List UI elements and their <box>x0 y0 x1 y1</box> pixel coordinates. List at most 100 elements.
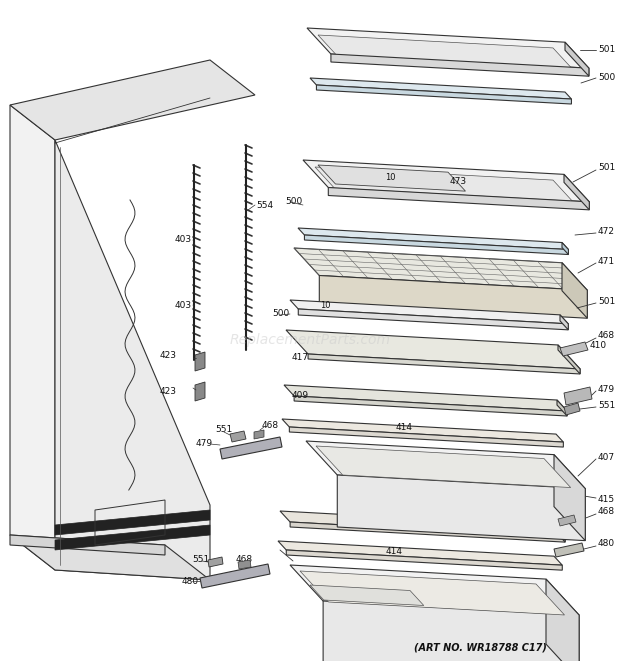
Polygon shape <box>564 387 592 405</box>
Polygon shape <box>280 511 565 537</box>
Polygon shape <box>284 385 567 411</box>
Text: 551: 551 <box>192 555 210 564</box>
Polygon shape <box>195 352 205 371</box>
Polygon shape <box>10 535 210 580</box>
Polygon shape <box>564 403 580 415</box>
Polygon shape <box>331 54 589 76</box>
Text: 501: 501 <box>598 163 615 173</box>
Polygon shape <box>306 441 585 488</box>
Text: 417: 417 <box>292 354 309 362</box>
Polygon shape <box>238 560 251 569</box>
Text: 415: 415 <box>598 496 615 504</box>
Text: 479: 479 <box>598 385 615 393</box>
Polygon shape <box>316 85 572 104</box>
Polygon shape <box>294 396 567 416</box>
Polygon shape <box>303 160 589 202</box>
Text: 410: 410 <box>590 340 607 350</box>
Polygon shape <box>304 235 569 254</box>
Text: ReplacementParts.com: ReplacementParts.com <box>229 333 391 347</box>
Polygon shape <box>286 550 562 570</box>
Text: 501: 501 <box>598 46 615 54</box>
Text: (ART NO. WR18788 C17): (ART NO. WR18788 C17) <box>414 643 546 653</box>
Text: 408: 408 <box>492 633 509 642</box>
Polygon shape <box>195 382 205 401</box>
Text: 403: 403 <box>175 301 192 309</box>
Text: 468: 468 <box>236 555 252 563</box>
Text: 551: 551 <box>215 424 232 434</box>
Polygon shape <box>555 526 565 542</box>
Polygon shape <box>200 564 270 588</box>
Polygon shape <box>254 430 264 439</box>
Polygon shape <box>286 330 580 369</box>
Text: 423: 423 <box>160 387 177 397</box>
Polygon shape <box>310 78 572 99</box>
Polygon shape <box>220 437 282 459</box>
Polygon shape <box>560 315 569 330</box>
Polygon shape <box>298 309 569 330</box>
Text: 409: 409 <box>292 391 309 399</box>
Polygon shape <box>558 515 576 526</box>
Text: 551: 551 <box>598 401 615 410</box>
Text: 411: 411 <box>340 631 357 639</box>
Polygon shape <box>319 276 587 318</box>
Text: 480: 480 <box>182 576 199 586</box>
Polygon shape <box>290 522 565 542</box>
Polygon shape <box>323 601 579 661</box>
Polygon shape <box>562 262 587 318</box>
Text: 10: 10 <box>320 301 330 309</box>
Polygon shape <box>562 243 569 254</box>
Polygon shape <box>55 510 210 535</box>
Text: 423: 423 <box>160 350 177 360</box>
Text: 414: 414 <box>396 422 413 432</box>
Polygon shape <box>308 354 580 374</box>
Polygon shape <box>290 565 579 615</box>
Polygon shape <box>10 105 55 570</box>
Polygon shape <box>560 342 588 356</box>
Text: 403: 403 <box>175 235 192 245</box>
Text: 501: 501 <box>598 297 615 305</box>
Polygon shape <box>290 300 569 324</box>
Polygon shape <box>278 541 562 565</box>
Text: 480: 480 <box>598 539 615 549</box>
Text: 473: 473 <box>450 178 467 186</box>
Polygon shape <box>329 188 589 210</box>
Polygon shape <box>10 60 255 140</box>
Polygon shape <box>315 167 572 201</box>
Text: 10: 10 <box>385 173 396 182</box>
Polygon shape <box>300 571 565 615</box>
Polygon shape <box>294 248 587 290</box>
Text: 468: 468 <box>262 420 279 430</box>
Text: 414: 414 <box>386 547 403 555</box>
Polygon shape <box>565 42 589 76</box>
Polygon shape <box>546 579 579 661</box>
Polygon shape <box>298 228 569 249</box>
Polygon shape <box>55 140 210 580</box>
Text: 500: 500 <box>285 198 303 206</box>
Polygon shape <box>337 475 585 541</box>
Polygon shape <box>307 28 589 68</box>
Polygon shape <box>208 557 223 567</box>
Text: 468: 468 <box>598 332 615 340</box>
Text: 407: 407 <box>598 453 615 461</box>
Polygon shape <box>282 419 564 442</box>
Text: 500: 500 <box>598 73 615 81</box>
Polygon shape <box>55 525 210 550</box>
Polygon shape <box>564 175 589 210</box>
Polygon shape <box>554 543 584 557</box>
Polygon shape <box>318 35 572 68</box>
Text: 471: 471 <box>598 256 615 266</box>
Polygon shape <box>316 446 570 488</box>
Text: 468: 468 <box>598 508 615 516</box>
Polygon shape <box>10 535 165 555</box>
Text: 479: 479 <box>196 438 213 447</box>
Polygon shape <box>310 585 424 605</box>
Text: 472: 472 <box>598 227 615 235</box>
Polygon shape <box>557 400 567 416</box>
Polygon shape <box>554 455 585 541</box>
Polygon shape <box>290 427 564 447</box>
Polygon shape <box>558 345 580 374</box>
Text: 500: 500 <box>272 309 290 319</box>
Polygon shape <box>230 431 246 442</box>
Polygon shape <box>318 165 466 191</box>
Text: 554: 554 <box>256 200 273 210</box>
